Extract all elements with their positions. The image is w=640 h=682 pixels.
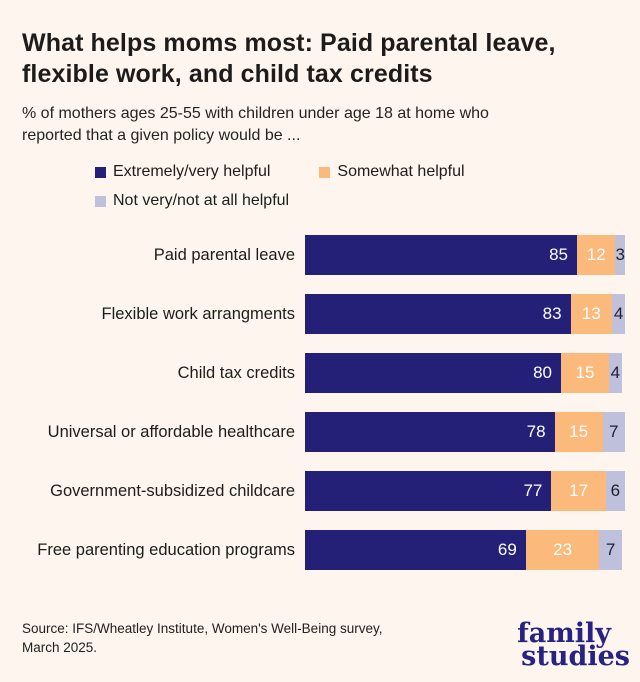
category-label: Government-subsidized childcare	[50, 481, 295, 500]
category-label: Universal or affordable healthcare	[47, 422, 295, 441]
stacked-bar: 85 12 3	[305, 235, 625, 275]
value-label: 69	[497, 540, 517, 559]
bar-segment-not-helpful: 4	[609, 353, 622, 393]
legend-label: Extremely/very helpful	[113, 163, 271, 180]
source-line2: March 2025.	[22, 640, 98, 655]
chart-row: Flexible work arrangments 83 13 4	[0, 294, 640, 334]
legend-item-extremely-very-helpful: Extremely/very helpful	[95, 163, 270, 181]
legend: Extremely/very helpful Somewhat helpful …	[95, 161, 640, 212]
header: What helps moms most: Paid parental leav…	[0, 0, 640, 146]
source-note: Source: IFS/Wheatley Institute, Women's …	[22, 619, 382, 657]
value-label: 6	[610, 481, 621, 500]
value-label: 83	[542, 304, 562, 323]
chart-row: Universal or affordable healthcare 78 15 7	[0, 412, 640, 452]
value-label: 85	[549, 245, 568, 264]
bar-segment-not-helpful: 3	[615, 235, 625, 275]
logo-word-family: family	[517, 618, 611, 649]
stacked-bar: 83 13 4	[305, 294, 625, 334]
chart-row: Child tax credits 80 15 4	[0, 353, 640, 393]
legend-label: Somewhat helpful	[337, 163, 465, 180]
stacked-bar: 69 23 7	[305, 530, 622, 570]
value-label: 3	[615, 245, 625, 264]
legend-swatch-icon	[95, 195, 106, 207]
stacked-bar: 77 17 6	[305, 471, 625, 511]
value-label: 7	[605, 540, 616, 559]
value-label: 17	[569, 481, 589, 500]
value-label: 80	[533, 363, 552, 382]
bar-segment-extremely-very-helpful: 77	[305, 471, 552, 511]
family-studies-logo: family studies	[517, 618, 630, 672]
value-label: 15	[575, 363, 595, 382]
category-label: Child tax credits	[177, 363, 295, 382]
bar-segment-somewhat-helpful: 17	[551, 471, 606, 511]
subtitle-line2: reported that a given policy would be ..…	[22, 126, 301, 144]
category-label: Flexible work arrangments	[101, 304, 296, 323]
bar-segment-extremely-very-helpful: 85	[305, 235, 577, 275]
bar-segment-somewhat-helpful: 23	[525, 530, 600, 570]
legend-item-not-helpful: Not very/not at all helpful	[95, 192, 289, 210]
bar-segment-not-helpful: 7	[602, 412, 625, 452]
value-label: 4	[613, 304, 624, 323]
value-label: 7	[609, 422, 619, 441]
value-label: 13	[581, 304, 601, 323]
chart-rows: Paid parental leave 85 12 3 Flexible work ar…	[0, 235, 640, 570]
legend-item-somewhat-helpful: Somewhat helpful	[319, 163, 465, 181]
legend-swatch-icon	[319, 166, 331, 178]
bar-segment-not-helpful: 4	[612, 294, 625, 334]
footer: Source: IFS/Wheatley Institute, Women's …	[22, 618, 630, 672]
bar-segment-somewhat-helpful: 12	[577, 235, 616, 275]
legend-row-1: Extremely/very helpful Somewhat helpful	[95, 161, 640, 183]
bar-segment-extremely-very-helpful: 78	[305, 412, 555, 452]
value-label: 23	[553, 540, 573, 559]
value-label: 12	[586, 245, 606, 264]
legend-swatch-icon	[95, 166, 106, 178]
category-label: Free parenting education programs	[37, 540, 295, 559]
bar-segment-extremely-very-helpful: 69	[305, 530, 526, 570]
bar-segment-somewhat-helpful: 13	[570, 294, 613, 334]
stacked-bar: 80 15 4	[305, 353, 622, 393]
bar-segment-somewhat-helpful: 15	[554, 412, 603, 452]
category-label: Paid parental leave	[153, 245, 295, 264]
legend-label: Not very/not at all helpful	[113, 192, 290, 209]
bar-segment-not-helpful: 7	[599, 530, 622, 570]
bar-segment-not-helpful: 6	[605, 471, 625, 511]
page-title: What helps moms most: Paid parental leav…	[22, 29, 556, 57]
value-label: 15	[569, 422, 589, 441]
value-label: 4	[610, 363, 621, 382]
legend-row-2: Not very/not at all helpful	[95, 190, 640, 212]
bar-segment-extremely-very-helpful: 80	[305, 353, 561, 393]
logo-word-studies: studies	[521, 641, 630, 672]
chart-row: Government-subsidized childcare 77 17 6	[0, 471, 640, 511]
bar-segment-extremely-very-helpful: 83	[305, 294, 571, 334]
chart-row: Free parenting education programs 69 23 7	[0, 530, 640, 570]
source-line1: Source: IFS/Wheatley Institute, Women's …	[22, 621, 383, 636]
chart-row: Paid parental leave 85 12 3	[0, 235, 640, 275]
stacked-bar: 78 15 7	[305, 412, 625, 452]
subtitle-line1: % of mothers ages 25-55 with children un…	[22, 105, 489, 122]
value-label: 78	[526, 422, 546, 441]
bar-segment-somewhat-helpful: 15	[561, 353, 609, 393]
subtitle: % of mothers ages 25-55 with children un…	[22, 103, 618, 146]
value-label: 77	[523, 481, 543, 500]
page-title-line2: flexible work, and child tax credits	[22, 60, 433, 88]
